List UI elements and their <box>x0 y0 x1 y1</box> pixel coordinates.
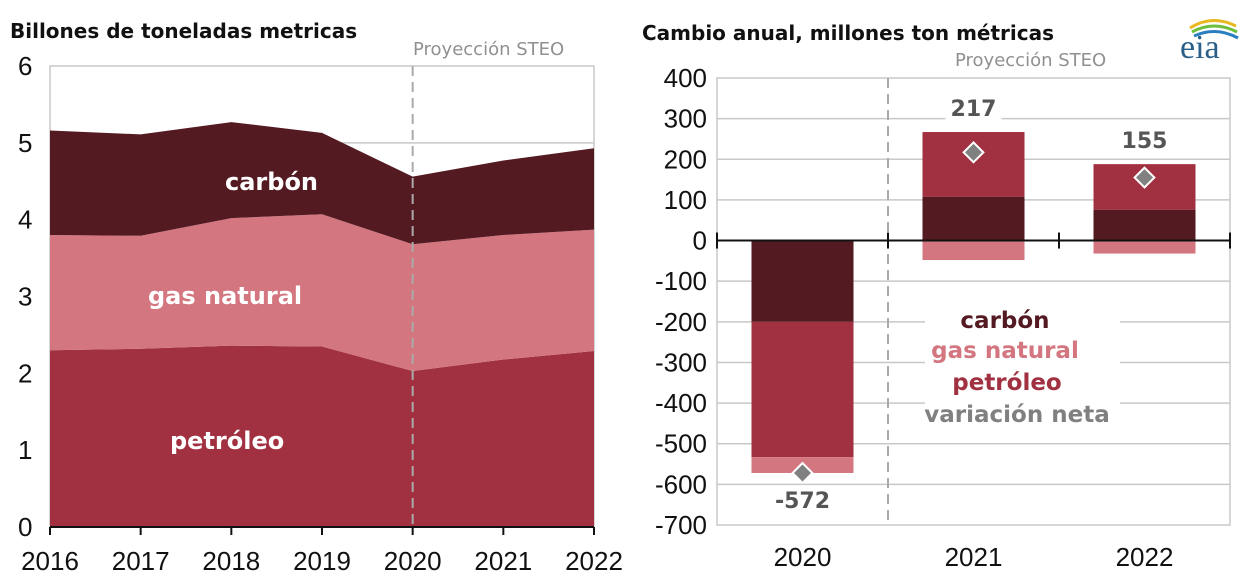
left-chart-title: Billones de toneladas metricas <box>10 19 357 43</box>
bar-coal <box>922 196 1025 241</box>
legend-gas: gas natural <box>931 338 1079 364</box>
x-tick-label: 2019 <box>293 546 351 575</box>
bar-coal <box>751 240 854 322</box>
net-change-label: -572 <box>775 489 830 514</box>
x-tick-label: 2021 <box>945 542 1003 572</box>
left-label-gas: gas natural <box>148 282 302 310</box>
area-petroleum <box>50 345 594 527</box>
left-label-coal: carbón <box>225 168 318 196</box>
x-tick-label: 2017 <box>112 546 170 575</box>
eia-logo: eia <box>1180 19 1239 66</box>
y-tick-label: 5 <box>18 128 32 158</box>
legend-coal: carbón <box>960 308 1049 334</box>
x-tick-label: 2020 <box>774 542 832 572</box>
y-tick-label: -200 <box>655 307 707 337</box>
y-tick-label: -600 <box>655 469 707 499</box>
x-tick-label: 2022 <box>565 546 623 575</box>
data-label-background <box>945 94 1002 123</box>
left-projection-label: Proyección STEO <box>413 39 564 60</box>
y-tick-label: 400 <box>664 63 707 93</box>
y-tick-label: 0 <box>693 226 707 256</box>
legend-background <box>925 300 1120 430</box>
right-chart-title: Cambio anual, millones ton métricas <box>642 21 1054 45</box>
y-tick-label: 4 <box>18 205 32 235</box>
x-tick-label: 2020 <box>384 546 442 575</box>
net-change-label: 155 <box>1122 129 1168 154</box>
y-tick-label: -500 <box>655 429 707 459</box>
plot-frame <box>716 77 1231 526</box>
y-tick-label: 1 <box>18 435 32 465</box>
net-change-marker <box>962 141 985 164</box>
y-tick-label: -100 <box>655 266 707 296</box>
legend: carbón gas natural petróleo variación ne… <box>924 308 1109 428</box>
area-gas <box>50 214 594 372</box>
area-coal <box>50 122 594 245</box>
net-change-marker <box>791 461 814 485</box>
y-tick-label: 2 <box>18 358 32 388</box>
bar-coal <box>1093 209 1196 241</box>
right-projection-label: Proyección STEO <box>955 50 1106 71</box>
y-tick-label: -700 <box>655 510 707 540</box>
data-label-background <box>774 485 831 514</box>
svg-text:eia: eia <box>1180 29 1220 66</box>
y-tick-label: 3 <box>18 282 32 312</box>
y-tick-label: 6 <box>18 51 32 81</box>
x-tick-label: 2016 <box>21 546 79 575</box>
legend-petroleum: petróleo <box>952 370 1062 396</box>
data-label-background <box>1116 126 1173 155</box>
legend-net: variación neta <box>924 402 1109 428</box>
net-change-marker <box>1133 166 1156 189</box>
bar-petroleum <box>751 321 854 458</box>
bar-gas <box>1093 240 1196 254</box>
y-tick-label: 0 <box>18 512 32 542</box>
left-label-petroleum: petróleo <box>170 427 284 455</box>
y-tick-label: -400 <box>655 388 707 418</box>
y-tick-label: 300 <box>664 104 707 134</box>
x-tick-label: 2018 <box>202 546 260 575</box>
y-tick-label: 100 <box>664 185 707 215</box>
x-tick-label: 2021 <box>474 546 532 575</box>
y-tick-label: 200 <box>664 144 707 174</box>
y-tick-label: -300 <box>655 347 707 377</box>
x-tick-label: 2022 <box>1116 542 1174 572</box>
bar-gas <box>922 240 1025 261</box>
net-change-label: 217 <box>951 97 997 122</box>
